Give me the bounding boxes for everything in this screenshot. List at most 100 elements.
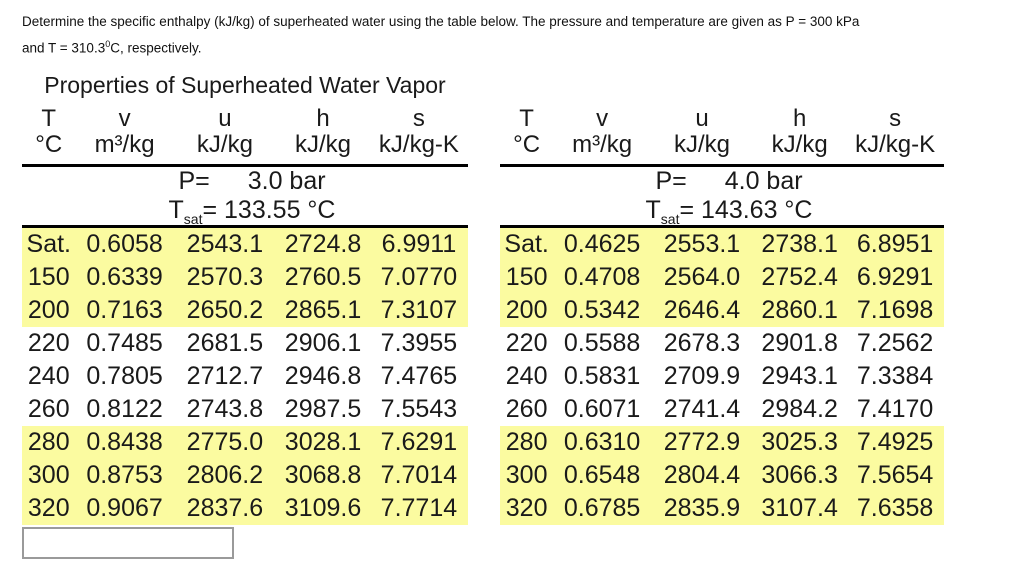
table-cell: 2709.9 — [663, 362, 741, 390]
problem-line-2-end: C, respectively. — [110, 40, 202, 56]
table-cell: 3068.8 — [284, 461, 362, 489]
table-cell: 320 — [505, 494, 548, 522]
table-row: 240 0.5831 2709.9 2943.1 7.3384 — [500, 360, 944, 393]
table-cell: 320 — [27, 494, 70, 522]
table-row: 280 0.8438 2775.0 3028.1 7.6291 — [22, 426, 468, 459]
table-cell: 2772.9 — [663, 428, 741, 456]
table-row: 200 0.7163 2650.2 2865.1 7.3107 — [22, 294, 468, 327]
table-cell: 7.2562 — [856, 329, 934, 357]
pressure-label: P= — [178, 167, 210, 195]
table-cell: 0.9067 — [86, 494, 163, 522]
table-row: 320 0.9067 2837.6 3109.6 7.7714 — [22, 492, 468, 525]
table-cell: 3107.4 — [761, 494, 838, 522]
table-cell: 2760.5 — [284, 263, 362, 291]
table-cell: 240 — [27, 362, 70, 390]
column-header-u: u — [695, 105, 709, 132]
table-row: Sat. 0.6058 2543.1 2724.8 6.9911 — [22, 228, 468, 261]
table-body: Sat. 0.4625 2553.1 2738.1 6.8951 150 0.4708 256… — [500, 228, 944, 525]
table-cell: 3066.3 — [761, 461, 838, 489]
table-cell: 0.5588 — [563, 329, 641, 357]
table-cell: 0.7485 — [86, 329, 163, 357]
pressure-row: P= 4.0 bar — [514, 167, 944, 195]
table-row: 280 0.6310 2772.9 3025.3 7.4925 — [500, 426, 944, 459]
degree-superscript: 0 — [105, 39, 111, 49]
table-cell: 0.6071 — [563, 395, 641, 423]
table-cell: 2678.3 — [663, 329, 741, 357]
table-cell: 7.4765 — [380, 362, 458, 390]
table-cell: 0.6310 — [563, 428, 641, 456]
table-cell: 6.9291 — [856, 263, 934, 291]
table-cell: 0.6548 — [563, 461, 641, 489]
table-cell: 3109.6 — [284, 494, 362, 522]
column-header-T: T — [41, 105, 57, 132]
table-cell: 280 — [27, 428, 70, 456]
tsat-value: = 143.63 °C — [679, 196, 813, 224]
table-cell: 0.7805 — [86, 362, 163, 390]
table-cell: 2860.1 — [761, 296, 838, 324]
table-cell: 0.6058 — [86, 230, 163, 258]
table-cell: 7.5654 — [856, 461, 934, 489]
table-body: Sat. 0.6058 2543.1 2724.8 6.9911 150 0.6339 257… — [22, 228, 468, 525]
column-unit-h: kJ/kg — [295, 131, 352, 158]
problem-line-2: and T = 310.3 — [22, 40, 106, 56]
tsat-value: = 133.55 °C — [202, 196, 336, 224]
table-cell: 2865.1 — [284, 296, 362, 324]
table-cell: 7.6291 — [380, 428, 458, 456]
column-header-v: v — [118, 105, 131, 132]
column-unit-T: °C — [35, 131, 63, 158]
table-cell: 0.7163 — [86, 296, 163, 324]
pressure-label: P= — [655, 167, 687, 195]
column-header-h: h — [316, 105, 330, 132]
tsat-symbol: T — [645, 196, 661, 224]
column-unit-h: kJ/kg — [771, 131, 828, 158]
table-row: 260 0.8122 2743.8 2987.5 7.5543 — [22, 393, 468, 426]
answer-input[interactable] — [22, 527, 234, 559]
table-cell: 2543.1 — [186, 230, 264, 258]
column-unit-s: kJ/kg-K — [378, 131, 459, 158]
table-cell: 2835.9 — [663, 494, 741, 522]
column-header-h: h — [792, 105, 807, 132]
table-cell: 2564.0 — [663, 263, 741, 291]
column-header-v: v — [596, 105, 609, 132]
steam-table-3bar: T v u h s °C m³/kg kJ/kg kJ/kg kJ/kg-K P… — [22, 106, 468, 525]
problem-statement: Determine the specific enthalpy (kJ/kg) … — [22, 10, 972, 60]
table-cell: 2743.8 — [186, 395, 264, 423]
table-row: 300 0.8753 2806.2 3068.8 7.7014 — [22, 459, 468, 492]
table-cell: 7.7014 — [380, 461, 458, 489]
pressure-row: P= 3.0 bar — [36, 167, 468, 195]
table-cell: 3028.1 — [284, 428, 362, 456]
column-header-T: T — [519, 105, 534, 132]
table-cell: 3025.3 — [761, 428, 838, 456]
pressure-value: 4.0 bar — [724, 167, 803, 195]
table-cell: 0.6339 — [86, 263, 163, 291]
table-cell: Sat. — [26, 230, 71, 258]
table-cell: 150 — [27, 263, 70, 291]
table-cell: 2681.5 — [186, 329, 264, 357]
tsat-subscript: sat — [183, 211, 203, 227]
table-cell: 280 — [505, 428, 548, 456]
table-cell: 0.5831 — [563, 362, 641, 390]
table-cell: 0.4708 — [563, 263, 641, 291]
table-row: 300 0.6548 2804.4 3066.3 7.5654 — [500, 459, 944, 492]
table-cell: 2712.7 — [186, 362, 264, 390]
table-header: T v u h s °C m³/kg kJ/kg kJ/kg kJ/kg-K — [22, 106, 468, 167]
column-unit-s: kJ/kg-K — [855, 131, 936, 158]
table-cell: 2987.5 — [284, 395, 362, 423]
column-unit-T: °C — [513, 131, 541, 158]
column-header-u: u — [218, 105, 232, 132]
table-row: 150 0.4708 2564.0 2752.4 6.9291 — [500, 261, 944, 294]
table-cell: 2946.8 — [284, 362, 362, 390]
table-cell: 2806.2 — [186, 461, 264, 489]
table-cell: 2553.1 — [663, 230, 741, 258]
table-row: 220 0.7485 2681.5 2906.1 7.3955 — [22, 327, 468, 360]
tsat-row: Tsat= 133.55 °C — [36, 195, 468, 227]
header-units-row: °C m³/kg kJ/kg kJ/kg kJ/kg-K — [22, 131, 468, 164]
table-cell: 7.6358 — [856, 494, 934, 522]
table-row: 260 0.6071 2741.4 2984.2 7.4170 — [500, 393, 944, 426]
pressure-block: P= 3.0 bar Tsat= 133.55 °C — [22, 167, 468, 228]
tsat-symbol: T — [168, 196, 184, 224]
table-row: 150 0.6339 2570.3 2760.5 7.0770 — [22, 261, 468, 294]
table-cell: Sat. — [504, 230, 549, 258]
table-cell: 6.8951 — [856, 230, 934, 258]
table-row: 220 0.5588 2678.3 2901.8 7.2562 — [500, 327, 944, 360]
